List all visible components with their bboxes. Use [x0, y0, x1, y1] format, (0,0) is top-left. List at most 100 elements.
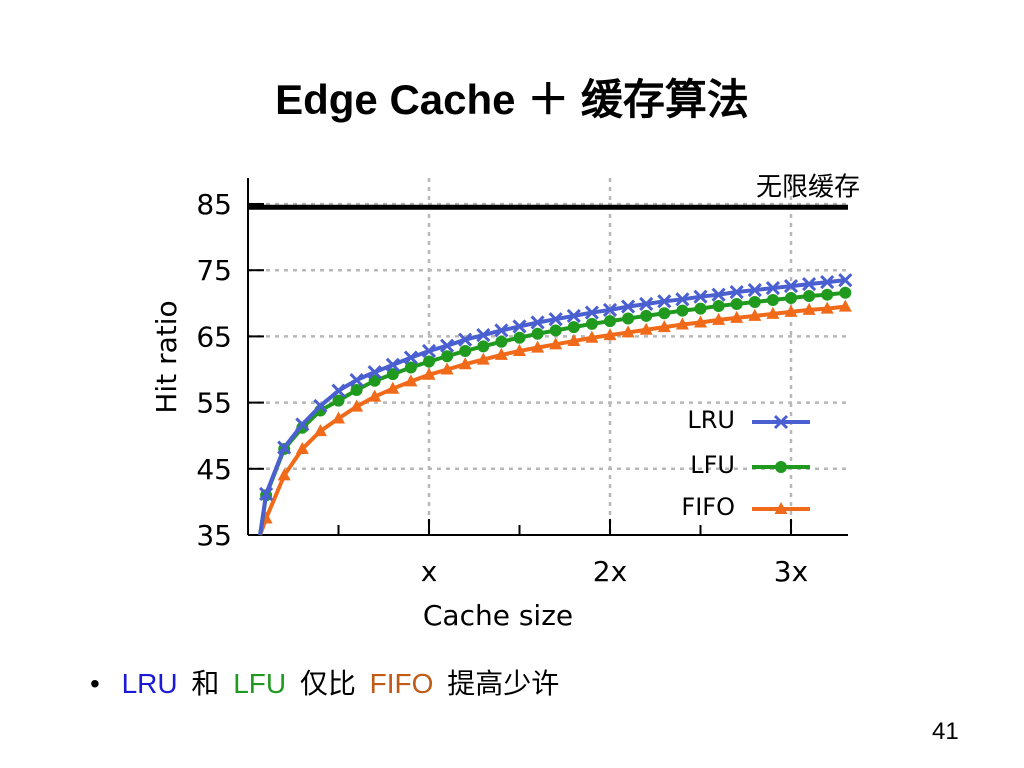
marker-x-stroke — [385, 357, 400, 372]
marker-circle — [839, 286, 852, 299]
marker-triangle — [567, 334, 581, 347]
marker-circle — [350, 384, 363, 397]
marker-x — [838, 273, 853, 288]
marker-x — [602, 302, 618, 317]
marker-triangle — [513, 343, 526, 356]
bullet-line: • LRU 和 LFU 仅比 FIFO 提高少许 — [90, 662, 565, 702]
marker-x — [259, 486, 274, 502]
marker-x-stroke — [367, 365, 382, 380]
marker-circle — [423, 355, 435, 368]
marker-x-stroke — [530, 315, 545, 330]
marker-circle — [386, 368, 399, 381]
marker-x-stroke — [621, 299, 636, 314]
marker-triangle — [603, 328, 617, 341]
marker-x-stroke — [802, 277, 817, 292]
legend-label-lru: LRU — [687, 406, 735, 434]
x-tick-label: 2x — [593, 555, 627, 588]
marker-circle — [495, 335, 508, 348]
marker-circle — [531, 327, 544, 340]
marker-x-stroke — [421, 343, 437, 359]
marker-x — [512, 319, 527, 334]
marker-triangle — [585, 330, 599, 343]
marker-triangle — [531, 340, 545, 353]
page-number: 41 — [932, 718, 959, 745]
marker-x-stroke — [458, 332, 473, 347]
x-axis-label: Cache size — [423, 599, 573, 632]
series-line-fifo — [258, 304, 846, 536]
marker-triangle — [440, 362, 454, 375]
marker-triangle — [350, 399, 364, 412]
marker-x-stroke — [349, 373, 364, 388]
marker-x-stroke — [403, 350, 418, 365]
marker-x — [277, 440, 292, 455]
marker-x-stroke — [820, 275, 835, 290]
marker-x — [548, 312, 563, 327]
marker-x-stroke — [259, 486, 274, 502]
y-tick-label: 45 — [196, 453, 232, 486]
marker-triangle — [748, 308, 762, 321]
marker-x — [773, 414, 789, 430]
series-lru — [258, 273, 853, 536]
y-axis-label: Hit ratio — [150, 300, 183, 413]
marker-circle — [640, 309, 653, 322]
marker-circle — [658, 307, 671, 320]
marker-x-stroke — [512, 319, 527, 334]
marker-x-stroke — [494, 323, 509, 338]
marker-circle — [585, 317, 598, 330]
infinite-cache-label: 无限缓存 — [756, 172, 860, 202]
legend-label-fifo: FIFO — [681, 493, 735, 521]
marker-circle — [622, 312, 635, 325]
marker-x-stroke — [765, 281, 780, 296]
marker-triangle — [332, 411, 345, 424]
marker-triangle — [368, 389, 382, 402]
marker-x — [421, 343, 437, 359]
marker-x — [566, 308, 581, 323]
marker-x-stroke — [548, 312, 563, 327]
y-tick-label: 85 — [196, 188, 232, 221]
marker-x — [657, 294, 672, 309]
marker-x — [693, 289, 708, 304]
marker-circle — [567, 321, 580, 334]
marker-x-stroke — [657, 294, 672, 309]
bullet-text-jinbi: 仅比 — [299, 668, 356, 699]
marker-x — [403, 350, 418, 365]
marker-x-stroke — [639, 296, 654, 312]
marker-triangle — [458, 357, 472, 370]
marker-triangle — [639, 322, 653, 335]
marker-circle — [513, 331, 526, 344]
marker-circle — [459, 344, 472, 357]
marker-x — [458, 332, 473, 347]
marker-triangle — [494, 347, 508, 360]
marker-x-stroke — [783, 279, 799, 294]
marker-x-stroke — [773, 414, 789, 430]
marker-x — [476, 328, 491, 343]
marker-triangle — [694, 315, 707, 328]
marker-x-stroke — [277, 440, 292, 455]
marker-triangle — [549, 337, 563, 350]
marker-x-stroke — [566, 308, 581, 323]
grid — [248, 178, 848, 535]
marker-triangle — [386, 381, 400, 394]
bullet-text-lfu: LFU — [233, 668, 287, 699]
marker-circle — [766, 293, 779, 306]
marker-triangle — [774, 502, 788, 514]
marker-x — [711, 287, 726, 302]
series-line-lru — [258, 278, 846, 536]
marker-x — [331, 383, 346, 398]
marker-x-stroke — [729, 284, 744, 300]
slide-title: Edge Cache ＋ 缓存算法 — [275, 76, 749, 123]
marker-x — [765, 281, 780, 296]
y-tick-label: 55 — [196, 387, 232, 420]
marker-x-stroke — [295, 417, 310, 432]
marker-x-stroke — [838, 273, 853, 288]
marker-triangle — [712, 312, 726, 325]
marker-circle — [748, 295, 761, 308]
marker-x — [783, 279, 799, 294]
marker-triangle — [730, 310, 744, 323]
legend-label-lfu: LFU — [690, 451, 735, 479]
series-line-lfu — [258, 290, 846, 536]
marker-circle — [694, 302, 707, 315]
x-tick-label: x — [421, 555, 438, 588]
marker-circle — [549, 324, 562, 337]
marker-x — [802, 277, 817, 292]
